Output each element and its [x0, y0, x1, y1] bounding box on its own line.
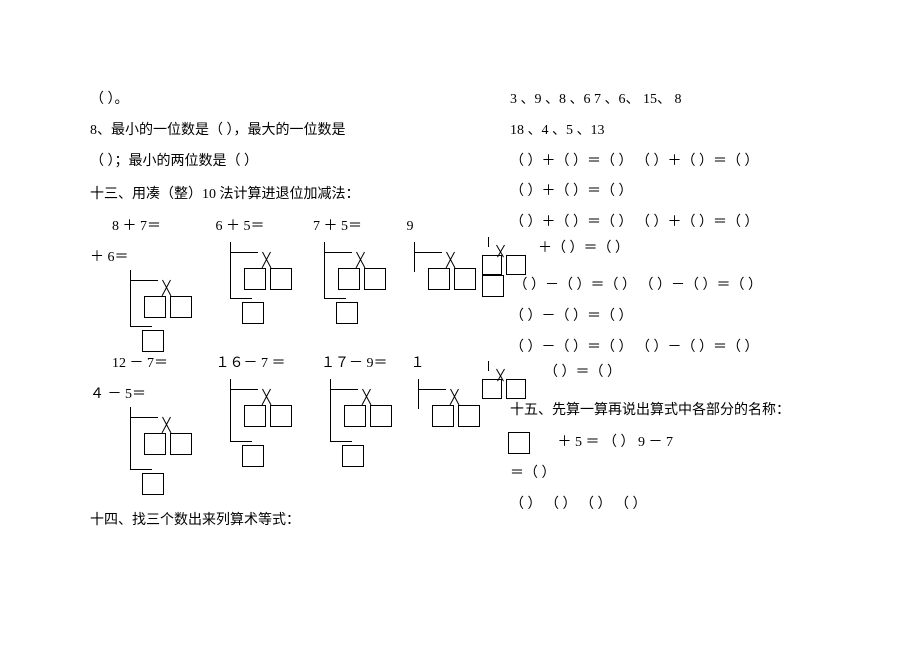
eq-line-3b: ＋（ ）＝（ ）: [538, 237, 629, 257]
eq-line-6: （ ）－（ ）＝（ ） （ ）－（ ）＝（ ）: [510, 333, 890, 364]
row1: 8 ＋ 7＝ 6 ＋ 5＝ 7 ＋ 5＝ 9 ＋ 6＝: [90, 212, 480, 355]
eq-line-5: （ ）－（ ）＝（ ）: [510, 302, 890, 333]
bond-8-7: [122, 270, 202, 355]
eq-9-prefix: 9: [407, 219, 414, 234]
bond-9-6: [406, 242, 486, 327]
eq-line-4: （ ）－（ ）＝（ ） （ ）－（ ）＝（ ）: [510, 271, 890, 302]
bond-7-5: [316, 242, 396, 327]
calc-line-1b: ＝（ ）: [510, 459, 890, 490]
section-14-title: 十四、找三个数出来列算术等式：: [90, 503, 480, 538]
bond-6-5: [222, 242, 302, 327]
mini-bond-2: [482, 361, 542, 393]
bond-17-9: [322, 379, 402, 471]
eq-line-2: （ ）＋（ ）＝（ ）: [510, 177, 890, 208]
numbers-set-2: 18 、4 、5 、13: [510, 116, 890, 147]
blank-parenthesis: （ ）。: [90, 85, 480, 116]
right-column: 3 、9 、8 、6 7 、6、 15、 8 18 、4 、5 、13 （ ）＋…: [480, 85, 890, 538]
eq-line-4-text: （ ）－（ ）＝（ ） （ ）－（ ）＝（ ）: [514, 278, 763, 293]
inline-box-2: [508, 432, 530, 454]
section-15-title: 十五、先算一算再说出算式中各部分的名称：: [510, 393, 890, 428]
row2: 12 － 7＝ １６－ 7 ＝ １７－ 9＝ １ ４ － 5＝: [90, 349, 480, 499]
calc-line-1: ＋ 5 ＝ （ ） 9 － 7: [510, 428, 890, 459]
eq-line-3: （ ）＋（ ）＝（ ） （ ）＋（ ）＝（ ）: [510, 208, 890, 239]
bond-12-7: [122, 407, 202, 499]
section-13-title: 十三、用凑（整）10 法计算进退位加减法：: [90, 177, 480, 212]
numbers-set-1: 3 、9 、8 、6 7 、6、 15、 8: [510, 85, 890, 116]
q8-line-2: （ ）；最小的两位数是（ ）: [90, 147, 480, 178]
worksheet-page: （ ）。 8、最小的一位数是（ ），最大的一位数是 （ ）；最小的两位数是（ ）…: [0, 0, 920, 568]
mini-bond-1: [482, 237, 542, 269]
calc-line-1a: ＋ 5 ＝ （ ） 9 － 7: [558, 435, 674, 450]
labels-line: （ ） （ ） （ ） （ ）: [510, 490, 890, 521]
eq-line-6b: （ ）＝（ ）: [544, 361, 621, 381]
left-column: （ ）。 8、最小的一位数是（ ），最大的一位数是 （ ）；最小的两位数是（ ）…: [90, 85, 480, 538]
bond-16-7: [222, 379, 302, 471]
eq-line-1: （ ）＋（ ）＝（ ） （ ）＋（ ）＝（ ）: [510, 147, 890, 178]
bond-14-5: [410, 379, 490, 471]
q8-line-1: 8、最小的一位数是（ ），最大的一位数是: [90, 116, 480, 147]
